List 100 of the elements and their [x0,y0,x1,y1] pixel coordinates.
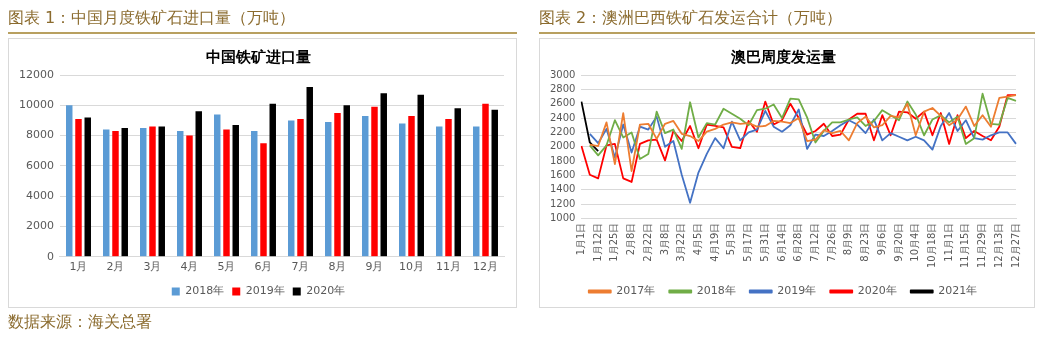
x-tick-label: 1月 [69,260,88,274]
bar [297,118,304,257]
bar [195,111,202,257]
bar [288,120,295,257]
x-tick-label: 1月12日 [591,222,603,262]
source-note: 数据来源：海关总署 [8,312,152,331]
x-tick-label: 7月 [291,260,310,274]
y-tick-label: 1000 [550,212,576,224]
y-tick-label: 1400 [550,183,576,195]
bar [399,123,406,257]
y-tick-label: 2400 [550,111,576,123]
x-tick-label: 6月28日 [792,222,804,262]
bar [75,118,82,257]
bar [445,118,452,257]
bar [417,94,424,257]
x-tick-label: 10月4日 [909,222,921,262]
bar [473,126,480,257]
x-tick-label: 5月3日 [725,222,737,256]
bar [112,131,119,257]
y-tick-label: 1600 [550,169,576,181]
legend-label: 2021年 [938,284,978,298]
y-tick-label: 4000 [25,189,54,203]
x-tick-label: 5月31日 [758,222,770,262]
y-tick-label: 2200 [550,126,576,138]
y-tick-label: 2600 [550,97,576,109]
bar [223,129,230,257]
x-tick-label: 8月23日 [859,222,871,262]
bar [343,105,350,257]
y-tick-label: 2000 [25,219,54,233]
bar [408,115,415,257]
y-tick-label: 8000 [25,128,54,142]
bar [66,105,73,257]
bar [232,125,239,257]
x-tick-label: 5月17日 [742,222,754,262]
y-tick-label: 1200 [550,197,576,209]
x-tick-label: 7月26日 [825,222,837,262]
y-tick-label: 3000 [550,68,576,80]
x-tick-label: 3月22日 [675,222,687,262]
x-tick-label: 12月 [473,260,498,274]
bar [214,114,221,257]
legend-label: 2017年 [616,284,656,298]
bar [325,121,332,257]
bar [436,126,443,257]
x-tick-label: 2月 [106,260,125,274]
bar [306,87,313,257]
x-tick-label: 9月20日 [892,222,904,262]
bar [177,131,184,257]
x-tick-label: 4月 [180,260,199,274]
x-tick-label: 3月8日 [658,222,670,256]
bar [371,106,378,257]
bar [103,129,110,257]
x-tick-label: 11月15日 [959,222,971,268]
legend-label: 2019年 [777,284,817,298]
x-tick-label: 1月25日 [608,222,620,262]
x-tick-label: 11月1日 [942,222,954,262]
x-tick-label: 4月19日 [708,222,720,262]
bar [186,135,193,257]
chart-subtitle: 澳巴周度发运量 [729,47,836,66]
x-tick-label: 6月14日 [775,222,787,262]
x-tick-label: 1月1日 [575,222,587,256]
x-tick-label: 4月5日 [692,222,704,256]
bar [269,103,276,257]
y-tick-label: 6000 [25,158,54,172]
legend-label: 2020年 [306,284,346,298]
x-tick-label: 3月 [143,260,162,274]
bar [140,128,147,257]
x-tick-label: 12月13日 [992,222,1004,268]
y-tick-label: 12000 [18,67,54,81]
y-tick-label: 10000 [18,98,54,112]
bar [251,131,258,257]
x-tick-label: 8月 [328,260,347,274]
chart-subtitle: 中国铁矿进口量 [206,47,311,66]
bar [362,115,369,257]
x-tick-label: 2月22日 [641,222,653,262]
x-tick-label: 5月 [217,260,236,274]
bar [158,126,165,257]
chart-title: 图表 1：中国月度铁矿石进口量（万吨） [8,8,517,34]
legend-label: 2018年 [185,284,225,298]
y-tick-label: 0 [46,249,54,263]
y-tick-label: 1800 [550,154,576,166]
x-tick-label: 8月9日 [842,222,854,256]
bar [121,128,128,257]
bar [491,109,498,257]
x-tick-label: 6月 [254,260,273,274]
x-tick-label: 9月6日 [875,222,887,256]
x-tick-label: 7月12日 [809,222,821,262]
bar [149,126,156,257]
x-tick-label: 11月 [436,260,461,274]
legend-label: 2020年 [857,284,897,298]
x-tick-label: 10月18日 [926,222,938,268]
x-tick-label: 10月 [399,260,424,274]
x-tick-label: 9月 [365,260,384,274]
x-tick-label: 12月27日 [1009,222,1021,268]
legend-label: 2018年 [696,284,736,298]
y-tick-label: 2000 [550,140,576,152]
bar [482,103,489,257]
legend-label: 2019年 [245,284,285,298]
bar [260,143,267,257]
bar [380,93,387,257]
x-tick-label: 11月29日 [976,222,988,268]
